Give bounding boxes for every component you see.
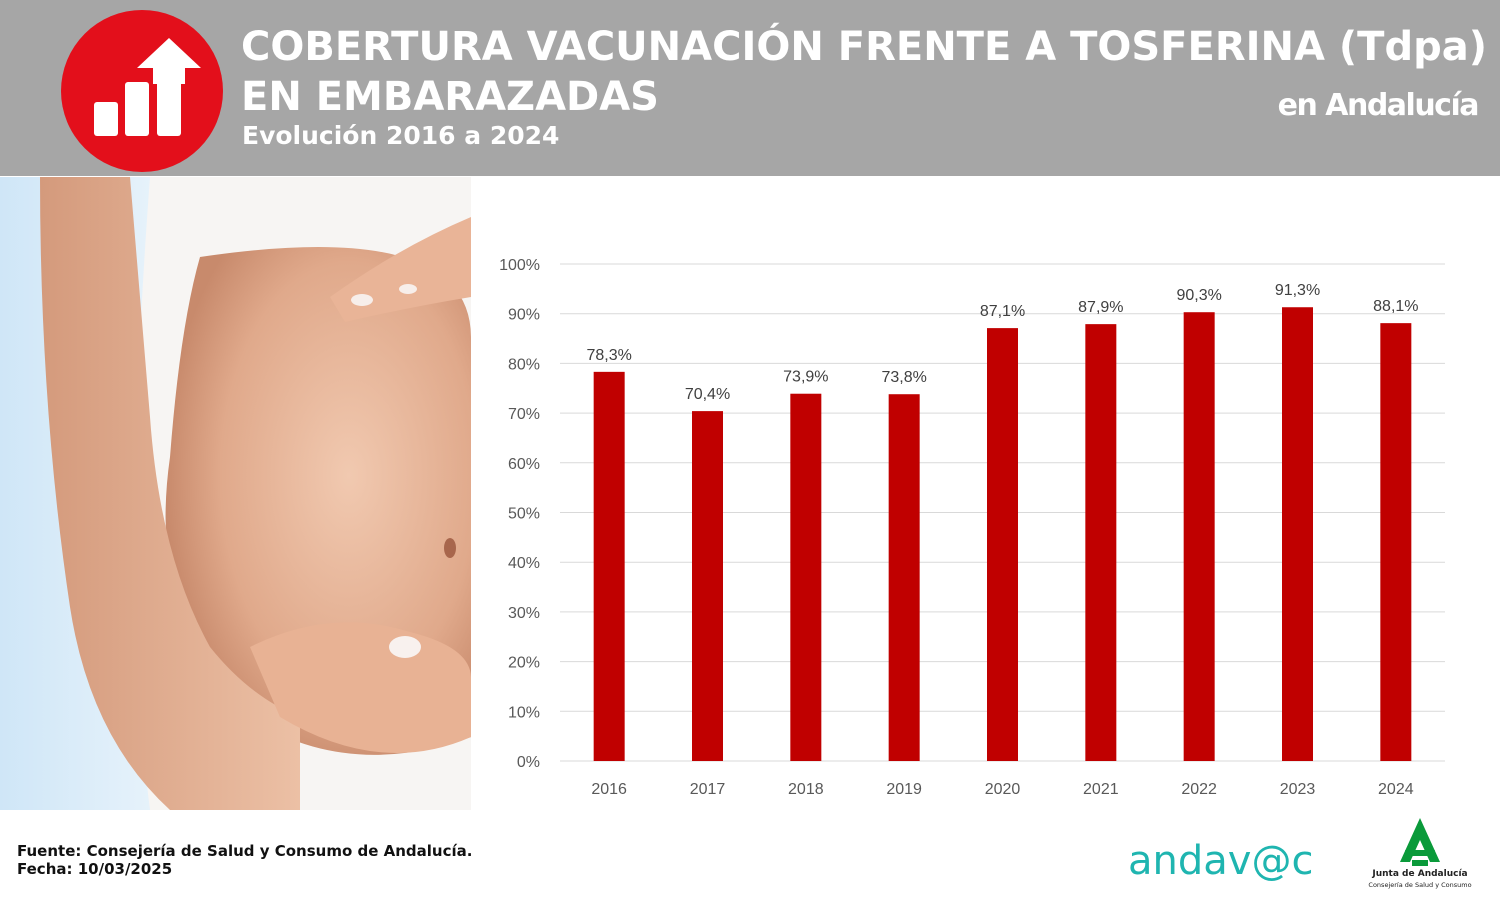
data-label: 87,1%	[980, 303, 1025, 320]
bar-chart: 0% 10% 20% 30% 40% 50% 60% 70% 80% 90% 100% 78,3% 20…	[499, 257, 1445, 798]
bar	[692, 411, 723, 761]
data-label: 78,3%	[586, 347, 631, 364]
bar	[1282, 307, 1313, 761]
data-label: 73,8%	[881, 369, 926, 386]
x-tick-label: 2018	[788, 781, 824, 798]
pregnant-belly-photo	[0, 177, 471, 810]
junta-andalucia-logo: Junta de Andalucía Consejería de Salud y…	[1360, 812, 1480, 896]
region-label: en Andalucía	[1277, 88, 1480, 123]
y-tick-label: 80%	[508, 356, 540, 373]
x-tick-label: 2019	[886, 781, 922, 798]
y-tick-label: 20%	[508, 655, 540, 672]
x-tick-label: 2017	[690, 781, 726, 798]
bar	[790, 393, 822, 761]
source-text: Fuente: Consejería de Salud y Consumo de…	[17, 842, 473, 860]
y-tick-label: 70%	[508, 406, 540, 423]
x-tick-label: 2021	[1083, 781, 1119, 798]
bar	[1380, 323, 1412, 761]
header-band: COBERTURA VACUNACIÓN FRENTE A TOSFERINA …	[0, 0, 1500, 176]
bar	[1085, 324, 1117, 761]
y-tick-label: 100%	[499, 257, 540, 274]
source-note: Fuente: Consejería de Salud y Consumo de…	[17, 842, 472, 878]
bar	[987, 328, 1018, 761]
bar	[888, 394, 920, 761]
data-label: 90,3%	[1176, 287, 1221, 304]
x-tick-label: 2022	[1181, 781, 1217, 798]
bar-chart-up-arrow-icon	[61, 10, 223, 172]
y-tick-label: 60%	[508, 456, 540, 473]
data-label: 88,1%	[1373, 298, 1418, 315]
x-tick-label: 2024	[1378, 781, 1414, 798]
andavac-logo-text: andav@c	[1128, 838, 1313, 884]
y-tick-label: 40%	[508, 555, 540, 572]
bar	[593, 371, 625, 761]
y-tick-label: 50%	[508, 506, 540, 523]
date-text: Fecha: 10/03/2025	[17, 860, 173, 878]
y-tick-label: 30%	[508, 605, 540, 622]
x-tick-label: 2023	[1280, 781, 1316, 798]
page-title-line1: COBERTURA VACUNACIÓN FRENTE A TOSFERINA …	[241, 24, 1487, 70]
junta-title: Junta de Andalucía	[1371, 869, 1467, 879]
data-label: 87,9%	[1078, 299, 1123, 316]
x-tick-label: 2020	[985, 781, 1021, 798]
y-tick-label: 90%	[508, 307, 540, 324]
page-title-line2: EN EMBARAZADAS	[241, 74, 659, 120]
y-tick-label: 0%	[517, 754, 540, 771]
bar	[1183, 312, 1215, 761]
x-tick-label: 2016	[591, 781, 627, 798]
data-label: 91,3%	[1275, 282, 1320, 299]
andavac-logo: andav@c	[1128, 838, 1313, 884]
junta-subtitle: Consejería de Salud y Consumo	[1368, 881, 1471, 889]
junta-emblem-icon: Junta de Andalucía Consejería de Salud y…	[1368, 818, 1472, 889]
data-label: 70,4%	[685, 386, 730, 403]
y-tick-label: 10%	[508, 704, 540, 721]
page-subtitle: Evolución 2016 a 2024	[242, 121, 560, 150]
data-label: 73,9%	[783, 369, 828, 386]
